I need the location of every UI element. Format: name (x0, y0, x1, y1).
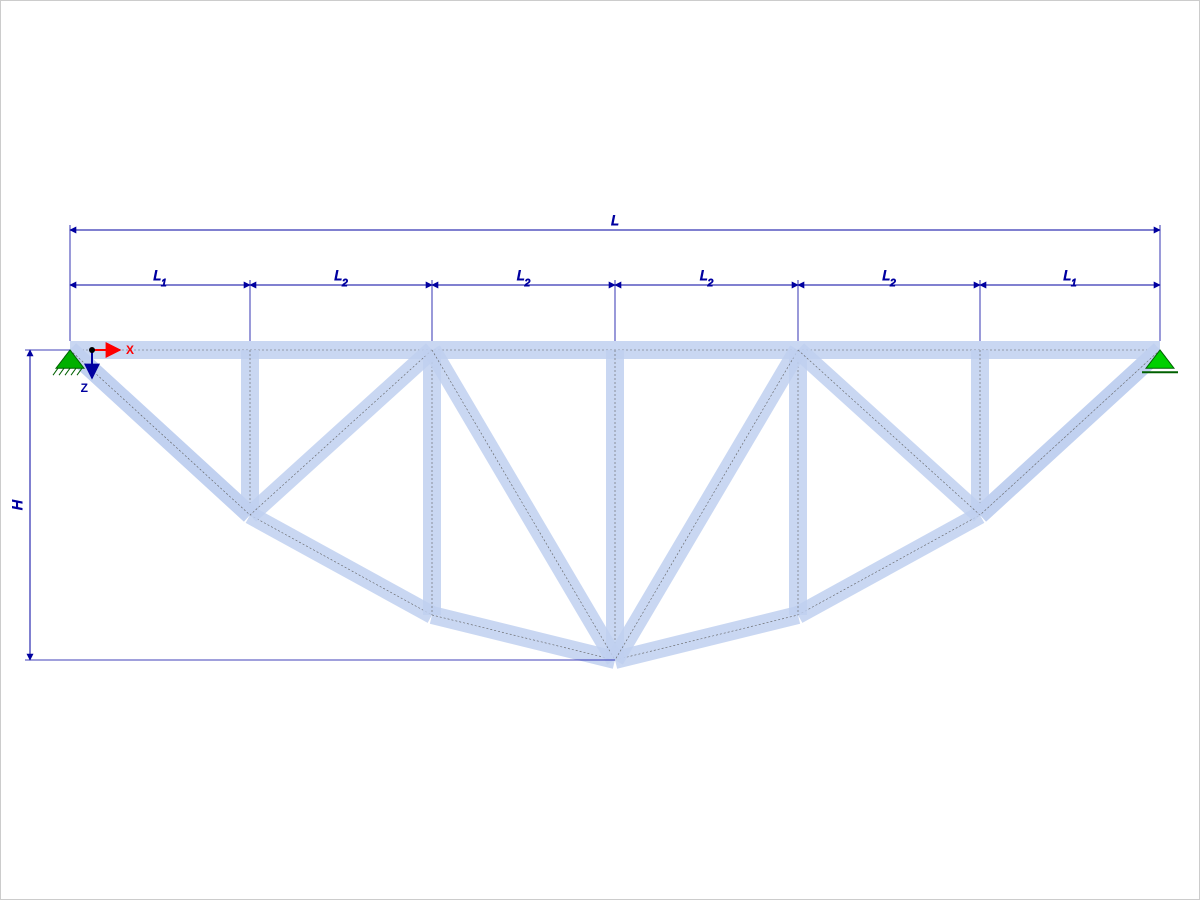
truss-members (70, 350, 1160, 660)
truss-diagram: XZLL1L2L2L2L2L1H (0, 0, 1200, 900)
axis-x-label: X (126, 343, 134, 357)
dim-overall-label: L (611, 212, 619, 228)
axis-z-label: Z (81, 381, 88, 395)
dim-height-label: H (9, 499, 25, 510)
